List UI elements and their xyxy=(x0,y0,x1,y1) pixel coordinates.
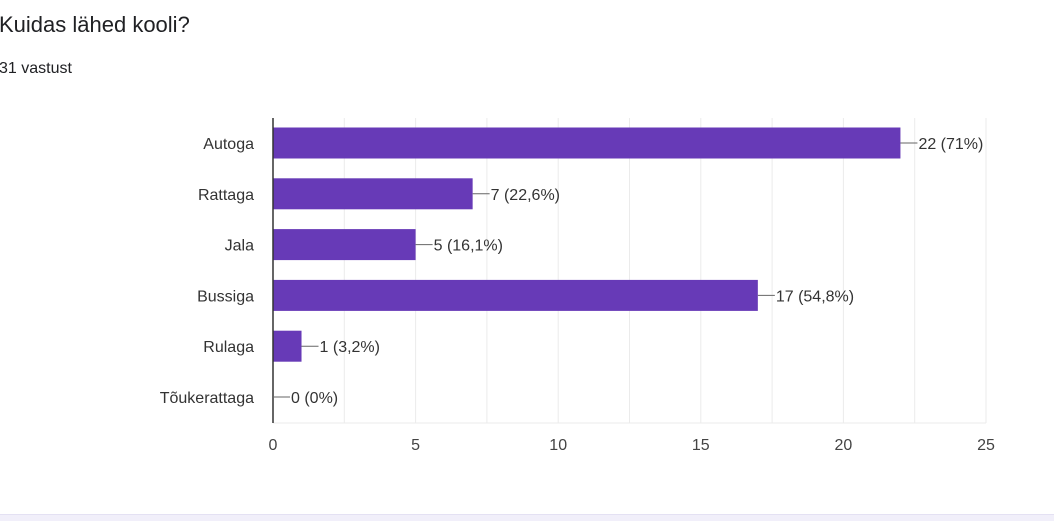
data-label: 0 (0%) xyxy=(291,390,338,407)
response-count: 31 vastust xyxy=(0,60,72,77)
x-tick-label: 15 xyxy=(692,437,710,454)
x-tick-label: 20 xyxy=(835,437,853,454)
x-tick-label: 5 xyxy=(411,437,420,454)
category-label: Rattaga xyxy=(198,187,254,204)
page-bottom-strip xyxy=(0,514,1054,521)
data-label: 22 (71%) xyxy=(918,136,983,153)
bars xyxy=(273,127,901,362)
x-tick-label: 0 xyxy=(269,437,278,454)
category-label: Bussiga xyxy=(197,288,254,305)
data-label: 7 (22,6%) xyxy=(491,187,560,204)
data-label: 5 (16,1%) xyxy=(434,238,503,255)
category-label: Tõukerattaga xyxy=(160,390,254,407)
category-label: Rulaga xyxy=(203,339,254,356)
bar-bussiga xyxy=(273,279,758,311)
data-label: 17 (54,8%) xyxy=(776,288,854,305)
x-tick-label: 25 xyxy=(977,437,995,454)
data-labels: Autoga 22 (71%) Rattaga 7 (22,6%) Jala 5 (16,… xyxy=(160,136,984,407)
bar-rulaga xyxy=(273,330,302,362)
x-tick-label: 10 xyxy=(549,437,567,454)
data-label: 1 (3,2%) xyxy=(320,339,380,356)
bar-rattaga xyxy=(273,178,473,210)
bar-autoga xyxy=(273,127,901,159)
bar-jala xyxy=(273,229,416,261)
category-label: Jala xyxy=(225,238,254,255)
axes: 0 5 10 15 20 25 xyxy=(269,118,995,454)
category-label: Autoga xyxy=(203,136,254,153)
question-title: Kuidas lähed kooli? xyxy=(0,12,190,37)
gridlines xyxy=(273,118,987,424)
